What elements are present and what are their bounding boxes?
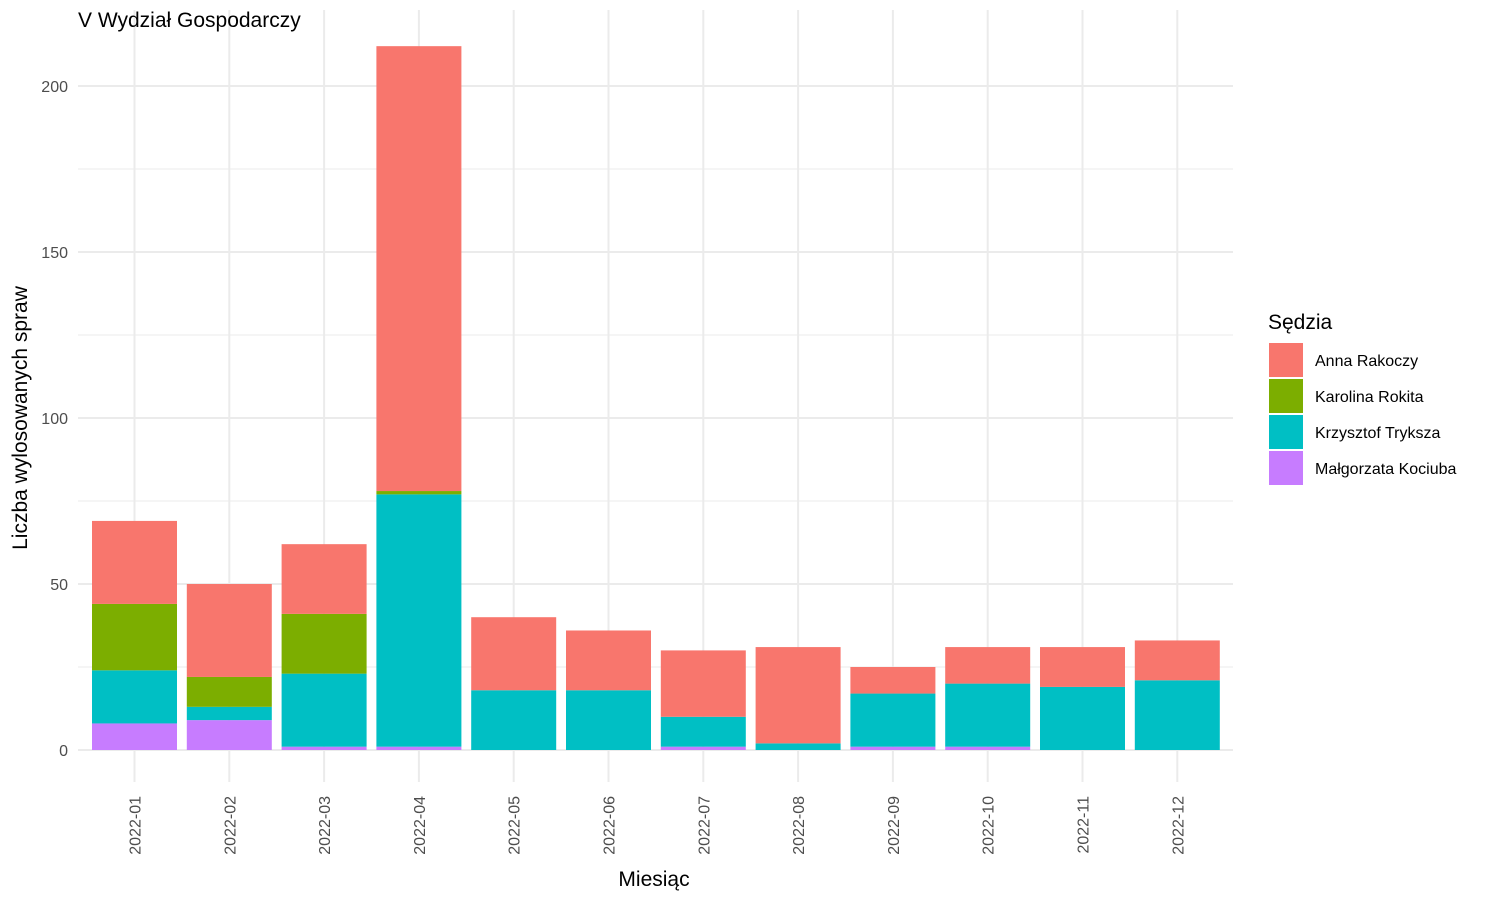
bar-segment xyxy=(471,690,557,750)
x-tick-label: 2022-11 xyxy=(1076,796,1093,854)
bar-segment xyxy=(850,667,936,694)
x-tick-label: 2022-03 xyxy=(317,796,334,855)
x-tick-label: 2022-12 xyxy=(1170,796,1187,855)
bar-segment xyxy=(945,683,1031,747)
legend-label: Anna Rakoczy xyxy=(1315,353,1418,370)
bar-segment xyxy=(945,746,1031,750)
bar-segment xyxy=(660,650,746,717)
bar-segment xyxy=(92,723,177,750)
bar-segment xyxy=(186,676,272,707)
bar-segment xyxy=(376,746,462,750)
legend-title: Sędzia xyxy=(1268,311,1333,334)
legend-swatch xyxy=(1269,343,1303,377)
legend-swatch xyxy=(1269,451,1303,485)
bar-segment xyxy=(1134,680,1220,750)
x-tick-label: 2022-09 xyxy=(886,796,903,855)
bar-segment xyxy=(186,706,272,721)
chart-title: V Wydział Gospodarczy xyxy=(78,9,301,32)
legend: Sędzia Anna Rakoczy Karolina Rokita Krzysz… xyxy=(1268,311,1457,485)
bar-segment xyxy=(281,613,367,674)
x-tick-label: 2022-07 xyxy=(696,796,713,855)
bar-segment xyxy=(755,647,841,744)
bar-segment xyxy=(92,603,177,671)
bar-segment xyxy=(281,544,367,614)
bar-segment xyxy=(850,693,936,747)
x-tick-label: 2022-05 xyxy=(507,796,524,855)
bar-segment xyxy=(376,491,462,495)
x-tick-label: 2022-01 xyxy=(128,796,145,855)
bar-segment xyxy=(660,746,746,750)
bar-segment xyxy=(376,46,462,492)
y-tick-label: 200 xyxy=(41,79,68,96)
bar-segment xyxy=(566,630,651,691)
bar-segment xyxy=(92,670,177,724)
bars xyxy=(92,46,1220,750)
y-tick-label: 0 xyxy=(59,743,68,760)
bar-segment xyxy=(471,617,557,691)
bar-segment xyxy=(1040,647,1125,687)
bar-segment xyxy=(945,647,1031,684)
bar-segment xyxy=(281,673,367,747)
legend-label: Małgorzata Kociuba xyxy=(1315,461,1457,478)
legend-swatch xyxy=(1269,379,1303,413)
legend-label: Krzysztof Tryksza xyxy=(1315,425,1440,442)
bar-segment xyxy=(186,584,272,677)
y-tick-label: 150 xyxy=(41,245,68,262)
x-tick-label: 2022-04 xyxy=(412,796,429,855)
bar-segment xyxy=(660,716,746,747)
y-axis-title: Liczba wylosowanych spraw xyxy=(9,285,32,550)
x-axis-ticks: 2022-01 2022-02 2022-03 2022-04 2022-05 2022-… xyxy=(128,796,1188,855)
x-axis-title: Miesiąc xyxy=(618,868,689,891)
x-tick-label: 2022-06 xyxy=(602,796,619,855)
bar-segment xyxy=(1134,640,1220,681)
bar-segment xyxy=(281,746,367,750)
legend-swatch xyxy=(1269,415,1303,449)
legend-label: Karolina Rokita xyxy=(1315,389,1424,406)
y-tick-label: 100 xyxy=(41,411,68,428)
y-axis-ticks: 0 50 100 150 200 xyxy=(41,79,68,760)
y-tick-label: 50 xyxy=(50,577,68,594)
bar-segment xyxy=(566,690,651,750)
bar-segment xyxy=(850,746,936,750)
x-tick-label: 2022-10 xyxy=(981,796,998,855)
bar-segment xyxy=(186,720,272,750)
bar-segment xyxy=(755,743,841,750)
bar-segment xyxy=(92,520,177,604)
x-tick-label: 2022-02 xyxy=(222,796,239,855)
x-tick-label: 2022-08 xyxy=(791,796,808,855)
bar-segment xyxy=(376,494,462,747)
bar-segment xyxy=(1040,686,1125,750)
